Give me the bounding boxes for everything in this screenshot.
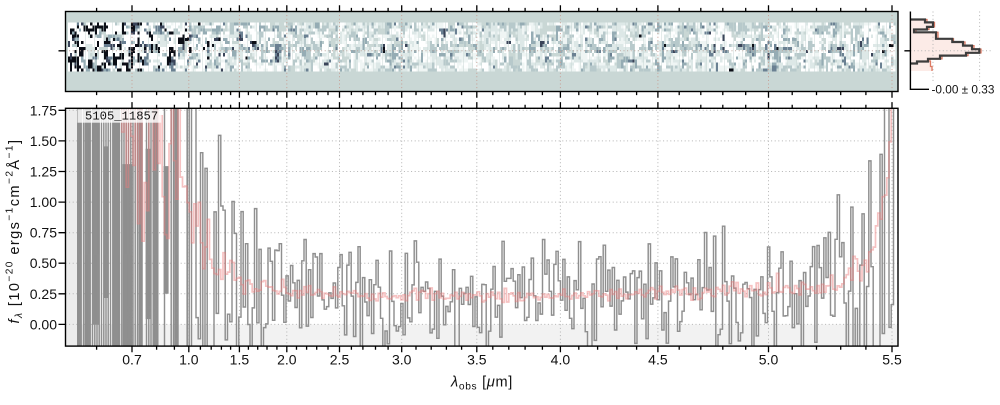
svg-text:λobs [μm]: λobs [μm] (450, 375, 513, 393)
svg-text:2.5: 2.5 (330, 351, 350, 367)
svg-text:0.7: 0.7 (122, 351, 142, 367)
svg-text:1.0: 1.0 (179, 351, 199, 367)
svg-text:5.5: 5.5 (882, 351, 902, 367)
svg-text:fλ [10−20 ergs−1cm−2Å−1]: fλ [10−20 ergs−1cm−2Å−1] (5, 139, 26, 324)
svg-text:1.75: 1.75 (30, 102, 57, 118)
svg-text:-0.00 ± 0.33: -0.00 ± 0.33 (932, 83, 995, 97)
svg-text:1.50: 1.50 (30, 133, 57, 149)
svg-text:0.25: 0.25 (30, 286, 57, 302)
svg-text:1.00: 1.00 (30, 194, 57, 210)
svg-text:0.75: 0.75 (30, 225, 57, 241)
svg-text:1.5: 1.5 (230, 351, 250, 367)
svg-text:4.0: 4.0 (551, 351, 571, 367)
svg-text:3.0: 3.0 (392, 351, 412, 367)
svg-text:0.00: 0.00 (30, 316, 57, 332)
svg-text:2.0: 2.0 (277, 351, 297, 367)
svg-text:5105_11857: 5105_11857 (85, 110, 158, 124)
svg-text:0.50: 0.50 (30, 255, 57, 271)
svg-text:5.0: 5.0 (759, 351, 779, 367)
svg-text:3.5: 3.5 (467, 351, 487, 367)
svg-text:4.5: 4.5 (648, 351, 668, 367)
svg-text:1.25: 1.25 (30, 164, 57, 180)
